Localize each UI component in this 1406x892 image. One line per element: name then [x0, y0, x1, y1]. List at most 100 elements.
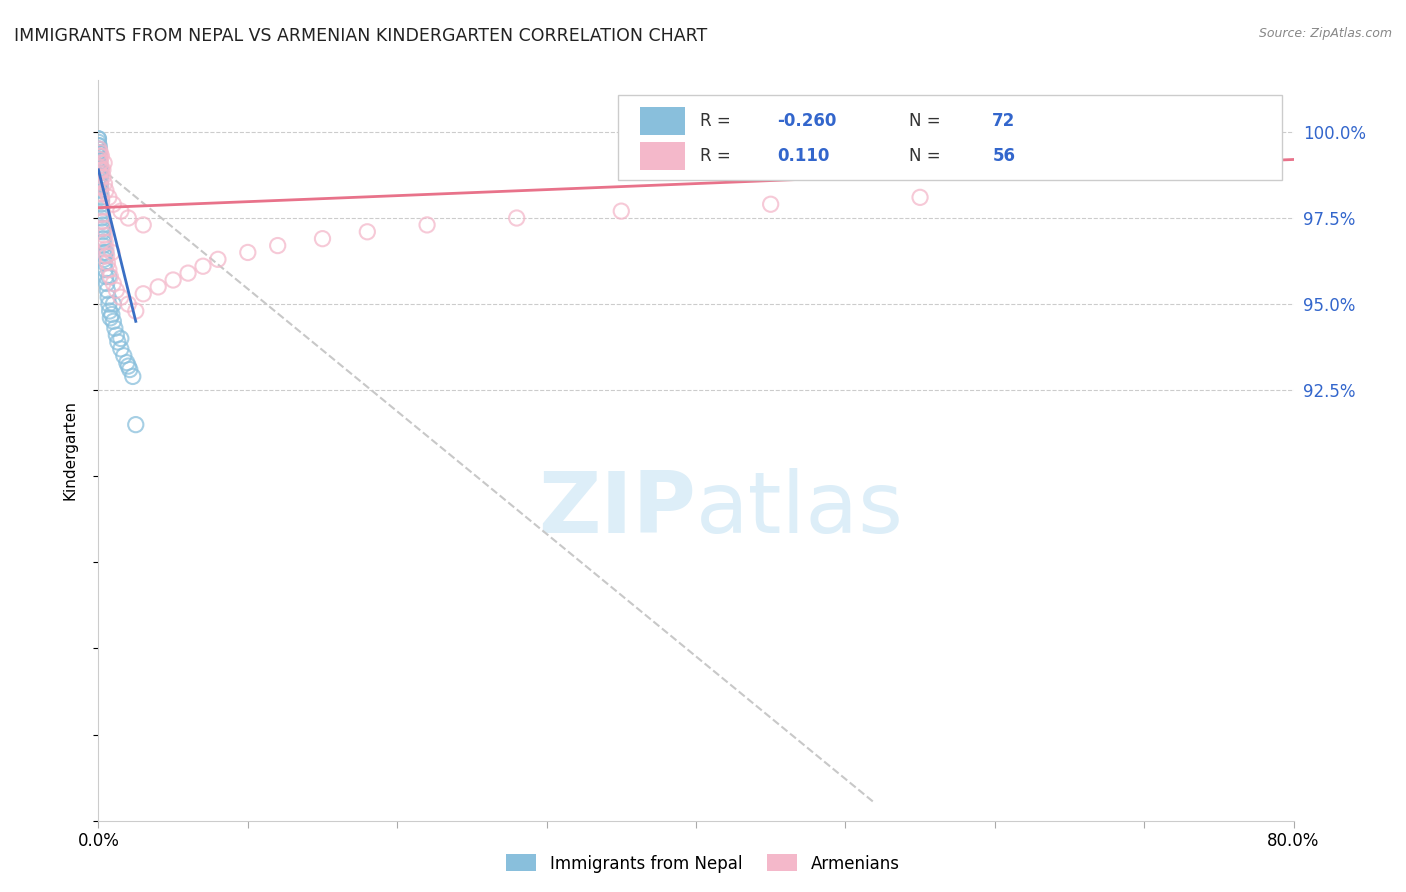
Point: [112, 349, 135, 363]
Point: [89, 142, 111, 156]
Point: [162, 273, 184, 287]
Point: [103, 314, 125, 328]
Point: [87, 138, 110, 153]
Point: [94, 235, 117, 249]
Point: [96, 256, 118, 270]
Point: [89, 162, 111, 177]
Point: [506, 211, 529, 225]
Point: [132, 218, 155, 232]
Text: 72: 72: [993, 112, 1015, 129]
Point: [105, 283, 128, 297]
Point: [90, 186, 112, 201]
Point: [94, 245, 117, 260]
Text: R =: R =: [700, 112, 735, 129]
Point: [110, 290, 132, 304]
Point: [89, 166, 111, 180]
Point: [91, 214, 114, 228]
Point: [89, 169, 111, 184]
Point: [91, 162, 114, 177]
Point: [87, 149, 110, 163]
Point: [93, 252, 115, 267]
Point: [117, 211, 139, 225]
Point: [610, 204, 633, 219]
Point: [91, 238, 114, 252]
Point: [87, 145, 110, 160]
Point: [90, 162, 112, 177]
Point: [93, 156, 115, 170]
Point: [759, 197, 782, 211]
Point: [416, 218, 439, 232]
Point: [90, 204, 112, 219]
Point: [87, 153, 110, 167]
Point: [89, 149, 111, 163]
Point: [117, 359, 139, 373]
Point: [98, 269, 122, 284]
Point: [89, 142, 111, 156]
Point: [96, 249, 118, 263]
Point: [125, 417, 148, 432]
Point: [191, 259, 214, 273]
Point: [87, 132, 110, 146]
Point: [103, 297, 125, 311]
Point: [97, 190, 120, 204]
Point: [90, 208, 112, 222]
Point: [132, 286, 155, 301]
Point: [89, 169, 111, 184]
Point: [98, 310, 122, 325]
Point: [89, 173, 111, 187]
Point: [87, 160, 110, 174]
FancyBboxPatch shape: [619, 95, 1282, 180]
Point: [110, 342, 132, 356]
Point: [97, 290, 120, 304]
Point: [89, 177, 111, 191]
Point: [91, 214, 114, 228]
Point: [103, 197, 125, 211]
Point: [89, 153, 111, 167]
Point: [90, 194, 112, 208]
Point: [93, 235, 115, 249]
FancyBboxPatch shape: [640, 106, 685, 135]
Point: [104, 321, 127, 335]
Point: [87, 156, 110, 170]
Legend: Immigrants from Nepal, Armenians: Immigrants from Nepal, Armenians: [499, 847, 907, 880]
Point: [96, 277, 118, 291]
Point: [97, 269, 120, 284]
Point: [93, 245, 115, 260]
Point: [89, 160, 111, 174]
Point: [1028, 125, 1050, 139]
Point: [121, 369, 143, 384]
Point: [89, 138, 111, 153]
Point: [90, 186, 112, 201]
Text: R =: R =: [700, 147, 735, 165]
Point: [89, 149, 111, 163]
Point: [90, 162, 112, 177]
Text: Source: ZipAtlas.com: Source: ZipAtlas.com: [1258, 27, 1392, 40]
Point: [94, 242, 117, 256]
Point: [87, 177, 110, 191]
Point: [90, 190, 112, 204]
Point: [93, 256, 115, 270]
Point: [177, 266, 200, 280]
Point: [103, 277, 125, 291]
Point: [90, 149, 112, 163]
Point: [87, 142, 110, 156]
Point: [94, 184, 117, 198]
Point: [105, 328, 128, 343]
Text: atlas: atlas: [696, 468, 904, 551]
Point: [91, 221, 114, 235]
Point: [110, 332, 132, 346]
Point: [90, 194, 112, 208]
Point: [87, 132, 110, 146]
Text: N =: N =: [908, 112, 946, 129]
Point: [98, 304, 121, 318]
Point: [89, 153, 111, 167]
Point: [311, 232, 333, 246]
Point: [87, 135, 110, 149]
Point: [93, 221, 115, 235]
Text: ZIP: ZIP: [538, 468, 696, 551]
Point: [90, 194, 112, 208]
Point: [118, 362, 141, 376]
Point: [125, 304, 148, 318]
Text: N =: N =: [908, 147, 946, 165]
Point: [97, 262, 120, 277]
